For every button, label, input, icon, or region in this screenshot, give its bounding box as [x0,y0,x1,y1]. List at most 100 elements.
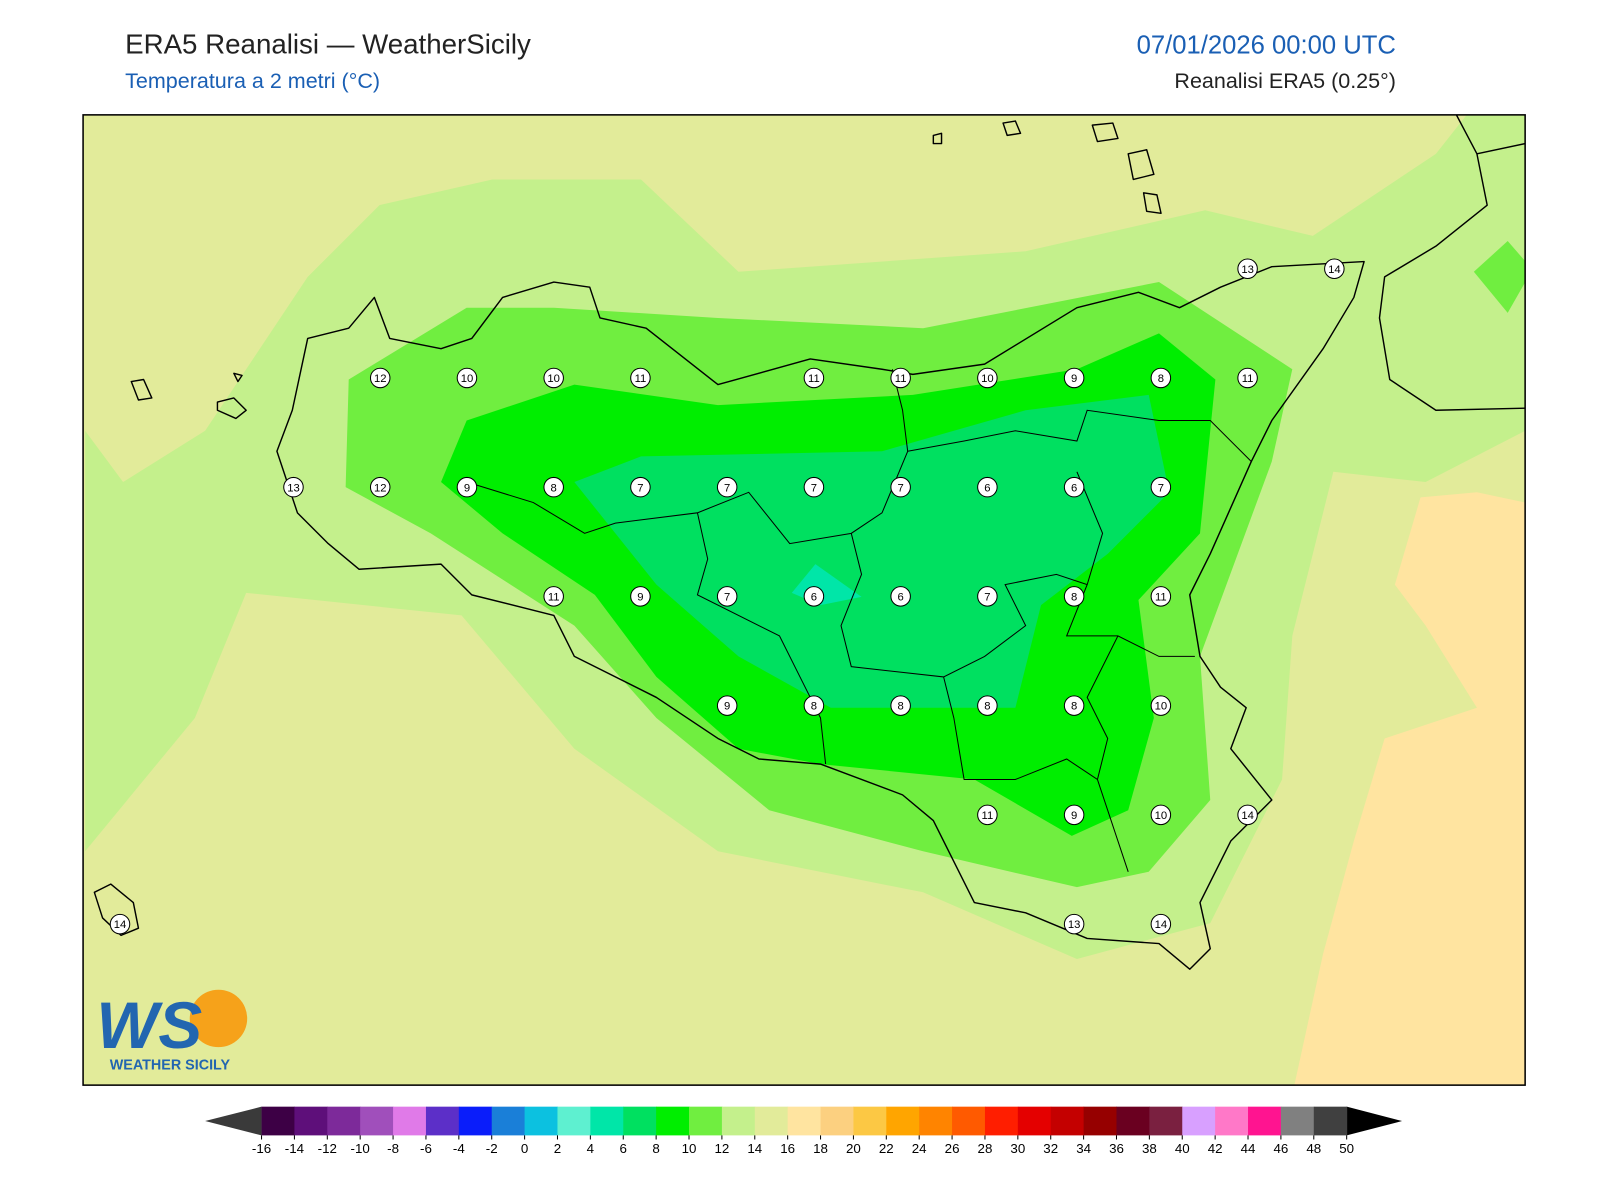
colorbar-tick-label: 44 [1241,1141,1256,1156]
station-value: 11 [1242,373,1254,385]
station-marker [890,476,911,498]
station-value: 9 [1071,810,1077,822]
province-border [696,512,827,765]
colorbar-tick-label: -16 [252,1141,271,1156]
station-marker [803,367,825,389]
logo-name: WEATHER SICILY [110,1058,231,1074]
station-marker [543,586,564,607]
colorbar-tick-label: 10 [682,1141,697,1156]
station-value: 10 [1155,810,1168,822]
colorbar-tick-label: 16 [780,1141,795,1156]
station-marker [1063,913,1085,935]
colorbar-bin [425,1106,460,1136]
colorbar-tick-label: -10 [351,1141,370,1156]
station-value: 14 [1155,919,1168,931]
station-value: 13 [1068,919,1081,931]
colorbar-bin [557,1106,591,1136]
island [932,120,1162,215]
colorbar-extend-low [205,1106,262,1136]
station-value: 10 [981,373,994,385]
stations: 13 14 12 10 10 11 11 11 10 9 8 11 13 12 9 8 7 7 7 7 6 6 7 11 9 7 6… [109,258,1345,935]
colorbar-bin [1215,1106,1249,1136]
contour-12 [1473,241,1526,313]
station-value: 12 [374,482,387,494]
colorbar-bin [1017,1106,1052,1136]
colorbar-bin [1083,1106,1118,1136]
station-marker [543,367,564,389]
colorbar-bin [327,1106,361,1136]
colorbar-bin [689,1106,723,1136]
colorbar-bin [754,1106,789,1136]
colorbar-tick-label: 40 [1175,1141,1190,1156]
colorbar-bin [623,1106,657,1136]
station-value: 14 [1328,264,1341,276]
station-marker [977,367,998,389]
colorbar-extend-high [1346,1106,1403,1136]
station-marker [1150,695,1172,716]
colorbar-tick-label: 22 [879,1141,894,1156]
colorbar-tick-label: -6 [420,1141,432,1156]
station-value: 8 [1158,373,1164,385]
logo-mark: WS [96,989,202,1062]
station-value: 7 [637,482,643,494]
station-value: 9 [1071,373,1077,385]
province-border [907,409,1252,462]
station-value: 10 [461,373,474,385]
station-marker [1150,367,1172,389]
station-marker [977,695,998,716]
colorbar-bin [1182,1106,1216,1136]
station-marker [1150,586,1172,607]
station-marker [1237,804,1258,826]
station-value: 7 [811,482,817,494]
station-marker [283,476,304,498]
province-border [1065,584,1195,780]
station-value: 7 [724,482,730,494]
logo: WS WEATHER SICILY [96,989,248,1074]
station-marker [716,695,738,716]
colorbar-bin [820,1106,854,1136]
colorbar-tick-label: 8 [652,1141,659,1156]
logo-sun [189,989,248,1048]
colorbar-tick-label: 4 [587,1141,595,1156]
colorbar-tick-label: 14 [747,1141,762,1156]
station-marker [1063,476,1085,498]
station-value: 9 [724,701,730,713]
contour-16 [1294,492,1526,1086]
station-value: 10 [547,373,560,385]
station-marker [890,586,911,607]
station-marker [1063,367,1085,389]
colorbar-tick-label: 6 [620,1141,627,1156]
station-value: 13 [1241,264,1254,276]
station-marker [1237,258,1258,279]
title: ERA5 Reanalisi — WeatherSicily [125,28,531,59]
station-value: 8 [898,701,904,713]
colorbar-bin [590,1106,624,1136]
station-value: 10 [1155,701,1168,713]
station-value: 14 [1241,810,1254,822]
station-value: 14 [114,919,127,931]
colorbar-tick-label: 12 [714,1141,729,1156]
colorbar-tick-label: 46 [1273,1141,1288,1156]
station-marker [803,586,825,607]
station-marker [977,804,998,826]
map [83,114,1526,1086]
colorbar-tick-label: 2 [554,1141,561,1156]
station-marker [716,586,738,607]
station-value: 11 [895,373,907,385]
station-marker [1237,367,1258,389]
colorbar-tick-label: 26 [945,1141,960,1156]
station-value: 7 [898,482,904,494]
station-marker [716,476,738,498]
colorbar-bin [524,1106,558,1136]
station-marker [1150,476,1172,498]
colorbar-tick-label: 30 [1010,1141,1025,1156]
station-marker [456,367,478,389]
island [93,883,140,937]
colorbar-bin [1149,1106,1183,1136]
colorbar-tick-label: -4 [453,1141,465,1156]
colorbar-bin [656,1106,690,1136]
station-marker [1150,804,1172,826]
colorbar-tick-label: -12 [318,1141,337,1156]
